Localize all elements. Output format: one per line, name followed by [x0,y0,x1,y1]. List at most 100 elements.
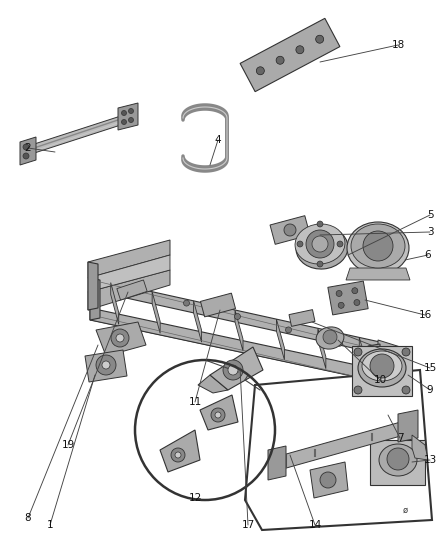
Text: 11: 11 [188,397,201,407]
Circle shape [306,230,334,258]
Polygon shape [245,370,432,530]
Circle shape [363,231,393,261]
Circle shape [297,241,303,247]
Circle shape [312,236,328,252]
Ellipse shape [296,227,348,269]
Text: 18: 18 [392,40,405,50]
Polygon shape [328,281,368,315]
Polygon shape [398,410,418,442]
Circle shape [175,452,181,458]
Polygon shape [346,268,410,280]
Circle shape [223,360,243,380]
Circle shape [133,287,138,293]
Circle shape [320,472,336,488]
Polygon shape [268,446,286,480]
Circle shape [256,67,264,75]
Circle shape [228,365,238,375]
Polygon shape [352,346,412,396]
Circle shape [23,153,29,159]
Polygon shape [90,308,380,382]
Circle shape [370,354,394,378]
Ellipse shape [295,224,345,264]
Polygon shape [90,320,385,382]
Circle shape [211,408,225,422]
Text: 3: 3 [427,227,433,237]
Circle shape [128,117,134,123]
Polygon shape [118,103,138,130]
Text: 6: 6 [425,250,431,260]
Circle shape [387,448,409,470]
Circle shape [296,46,304,54]
Ellipse shape [316,327,344,349]
Text: 5: 5 [427,210,433,220]
Polygon shape [198,375,228,393]
Circle shape [338,302,344,308]
Ellipse shape [351,224,405,268]
Circle shape [354,348,362,356]
Polygon shape [370,440,425,485]
Circle shape [234,313,240,319]
Circle shape [337,241,343,247]
Text: 16: 16 [418,310,431,320]
Circle shape [128,109,134,114]
Polygon shape [210,347,263,390]
Polygon shape [200,395,238,430]
Circle shape [23,144,29,150]
Polygon shape [194,301,201,342]
Circle shape [354,300,360,305]
Circle shape [111,329,129,347]
Circle shape [354,386,362,394]
Polygon shape [276,319,284,360]
Circle shape [336,290,342,296]
Text: 1: 1 [47,520,53,530]
Polygon shape [201,293,236,317]
Text: 17: 17 [241,520,254,530]
Polygon shape [318,328,326,369]
Text: 12: 12 [188,493,201,503]
Polygon shape [88,255,170,292]
Polygon shape [412,435,428,460]
Polygon shape [88,270,170,310]
Polygon shape [378,340,410,365]
Circle shape [336,340,343,346]
Polygon shape [310,462,348,498]
Text: 9: 9 [427,385,433,395]
Polygon shape [240,18,340,92]
Circle shape [402,386,410,394]
Circle shape [317,261,323,267]
Text: 4: 4 [215,135,221,145]
Text: 19: 19 [61,440,74,450]
Polygon shape [88,262,98,310]
Polygon shape [90,278,380,354]
Polygon shape [111,282,119,325]
Polygon shape [359,337,367,377]
Circle shape [171,448,185,462]
Circle shape [317,221,323,227]
Circle shape [116,334,124,342]
Polygon shape [289,310,315,326]
Polygon shape [270,216,310,244]
Circle shape [96,355,116,375]
Polygon shape [20,137,36,165]
Polygon shape [160,430,200,472]
Polygon shape [117,280,147,300]
Text: 7: 7 [397,433,403,443]
Circle shape [286,327,292,333]
Text: 8: 8 [25,513,31,523]
Ellipse shape [358,349,406,387]
Circle shape [402,348,410,356]
Circle shape [121,110,127,116]
Text: ø: ø [403,505,408,514]
Polygon shape [235,310,243,351]
Circle shape [215,412,221,418]
Circle shape [323,330,337,344]
Circle shape [121,119,127,125]
Polygon shape [272,418,415,472]
Circle shape [102,361,110,369]
Polygon shape [378,368,410,395]
Ellipse shape [379,444,417,476]
Polygon shape [88,240,170,278]
Polygon shape [368,344,380,388]
Text: 14: 14 [308,520,321,530]
Ellipse shape [362,351,402,381]
